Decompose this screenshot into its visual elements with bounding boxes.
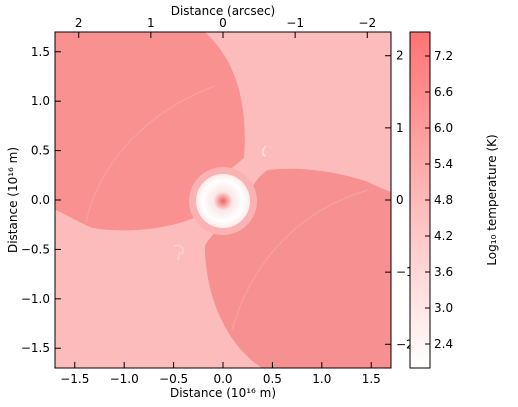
colorbar-tick-label: 3.0 bbox=[434, 301, 453, 315]
lobe-inner-texture bbox=[85, 85, 216, 223]
x-tick-label: 0.5 bbox=[263, 372, 282, 386]
x-tick-label: 1.5 bbox=[362, 372, 381, 386]
lobe-inner-texture bbox=[231, 189, 369, 331]
x2-tick-label: 1 bbox=[147, 16, 155, 30]
x-tick-label: −1.0 bbox=[110, 372, 139, 386]
x-tick-label: 0.0 bbox=[213, 372, 232, 386]
y-tick-label: −1.0 bbox=[21, 292, 50, 306]
colorbar-tick-label: 6.0 bbox=[434, 121, 453, 135]
colorbar-ticks: 7.2 6.6 6.0 5.4 4.8 4.2 3.6 3.0 2.4 bbox=[425, 49, 453, 351]
x2-axis-label: Distance (arcsec) bbox=[171, 4, 276, 18]
y-tick-label: −0.5 bbox=[21, 242, 50, 256]
y2-tick-label: 2 bbox=[396, 49, 404, 63]
filament bbox=[173, 244, 185, 261]
x-axis-label: Distance (10¹⁶ m) bbox=[170, 386, 276, 400]
y-tick-label: 0.5 bbox=[31, 144, 50, 158]
heatmap-image bbox=[55, 32, 391, 368]
y-tick-label: 1.0 bbox=[31, 94, 50, 108]
filament bbox=[261, 145, 267, 157]
y-axis-label: Distance (10¹⁶ m) bbox=[6, 147, 20, 253]
y-tick-label: 1.5 bbox=[31, 45, 50, 59]
y2-tick-label: 0 bbox=[396, 193, 404, 207]
x2-tick-label: −2 bbox=[358, 16, 376, 30]
axis-ticks: −1.5 −1.0 −0.5 0.0 0.5 1.0 1.5 1.5 1.0 0.5 0.0 −0.5… bbox=[21, 16, 414, 386]
colorbar-tick-label: 2.4 bbox=[434, 337, 453, 351]
colorbar-tick-label: 3.6 bbox=[434, 265, 453, 279]
colorbar-tick-label: 4.2 bbox=[434, 229, 453, 243]
colorbar-tick-label: 7.2 bbox=[434, 49, 453, 63]
x2-tick-label: −1 bbox=[286, 16, 304, 30]
y2-tick-label: −2 bbox=[396, 337, 414, 351]
central-core bbox=[196, 174, 250, 228]
colorbar-tick-label: 6.6 bbox=[434, 85, 453, 99]
colorbar-tick-label: 4.8 bbox=[434, 193, 453, 207]
y-tick-label: 0.0 bbox=[31, 193, 50, 207]
y-tick-label: −1.5 bbox=[21, 341, 50, 355]
y2-tick-label: 1 bbox=[396, 121, 404, 135]
x-tick-label: −1.5 bbox=[60, 372, 89, 386]
x-tick-label: 1.0 bbox=[312, 372, 331, 386]
colorbar-label: Log₁₀ temperature (K) bbox=[485, 134, 499, 265]
x2-tick-label: 0 bbox=[219, 16, 227, 30]
colorbar-tick-label: 5.4 bbox=[434, 157, 453, 171]
x2-tick-label: 2 bbox=[75, 16, 83, 30]
x-tick-label: −0.5 bbox=[159, 372, 188, 386]
y2-tick-label: −1 bbox=[396, 265, 414, 279]
